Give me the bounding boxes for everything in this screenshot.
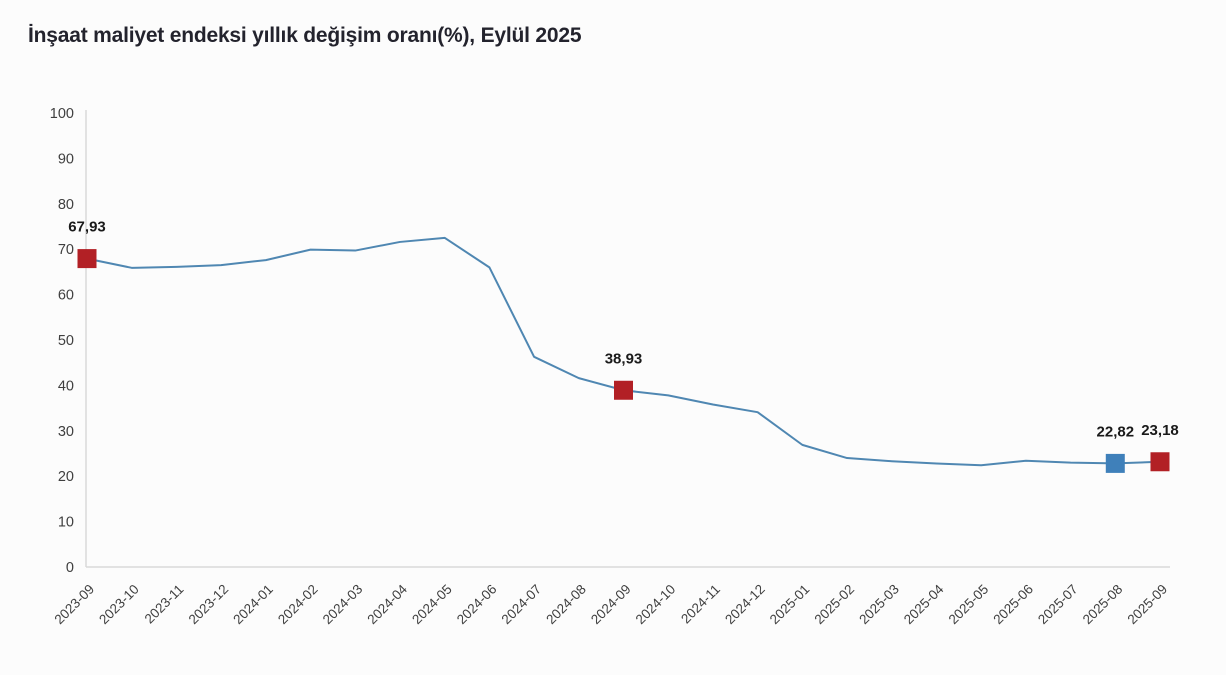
data-point-label: 67,93	[68, 219, 106, 236]
x-axis-tick-label: 2025-01	[767, 582, 813, 628]
data-point-marker	[614, 380, 633, 400]
x-axis-tick-label: 2025-08	[1080, 582, 1126, 628]
data-point-marker	[77, 249, 97, 269]
x-axis-tick-label: 2024-12	[722, 582, 768, 628]
data-point-label: 22,82	[1097, 423, 1135, 440]
x-axis-tick-label: 2025-07	[1035, 582, 1081, 628]
data-point-marker	[1105, 453, 1125, 473]
x-axis-tick-label: 2024-06	[454, 582, 500, 628]
x-axis-tick-label: 2025-06	[990, 582, 1036, 628]
x-axis-tick-label: 2023-11	[142, 582, 187, 627]
x-axis-tick-label: 2025-02	[812, 582, 858, 628]
x-axis-tick-label: 2024-09	[588, 582, 634, 628]
y-axis-tick-label: 20	[58, 469, 74, 485]
x-axis-tick-label: 2024-01	[230, 582, 276, 628]
x-axis-tick-label: 2023-12	[186, 582, 232, 628]
x-axis-tick-label: 2023-10	[96, 582, 142, 628]
x-axis-tick-label: 2024-10	[633, 582, 679, 628]
x-axis-tick-label: 2025-05	[946, 582, 992, 628]
y-axis-tick-label: 90	[58, 151, 74, 167]
x-axis-tick-label: 2025-09	[1124, 582, 1170, 628]
y-axis-tick-label: 80	[58, 197, 74, 213]
data-point-label: 38,93	[605, 350, 643, 367]
x-axis-tick-label: 2025-03	[856, 582, 902, 628]
x-axis-tick-label: 2024-11	[678, 582, 723, 627]
y-axis-tick-label: 0	[66, 560, 74, 576]
x-axis-tick-label: 2024-04	[364, 581, 410, 627]
x-axis-tick-label: 2024-02	[275, 582, 321, 628]
x-axis-tick-label: 2024-07	[499, 582, 545, 628]
x-axis-tick-label: 2024-08	[543, 582, 589, 628]
y-axis-tick-label: 30	[58, 424, 74, 440]
x-axis-tick-label: 2024-03	[320, 582, 366, 628]
y-axis-tick-label: 100	[50, 106, 74, 122]
data-point-label: 23,18	[1141, 422, 1179, 439]
x-axis-tick-label: 2023-09	[51, 582, 97, 628]
y-axis-tick-label: 60	[58, 288, 74, 304]
chart-title: İnşaat maliyet endeksi yıllık değişim or…	[28, 24, 582, 47]
x-axis-tick-label: 2025-04	[901, 581, 947, 627]
x-axis-tick-label: 2024-05	[409, 582, 455, 628]
y-axis-tick-label: 50	[58, 333, 74, 349]
y-axis-tick-label: 10	[58, 515, 74, 531]
y-axis-tick-label: 40	[58, 378, 74, 394]
data-point-marker	[1150, 452, 1170, 472]
y-axis-tick-label: 70	[58, 242, 74, 258]
